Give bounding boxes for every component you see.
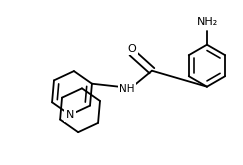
Text: NH₂: NH₂: [197, 17, 218, 27]
Text: O: O: [128, 44, 136, 54]
Text: NH: NH: [119, 84, 135, 94]
Text: N: N: [66, 110, 74, 120]
